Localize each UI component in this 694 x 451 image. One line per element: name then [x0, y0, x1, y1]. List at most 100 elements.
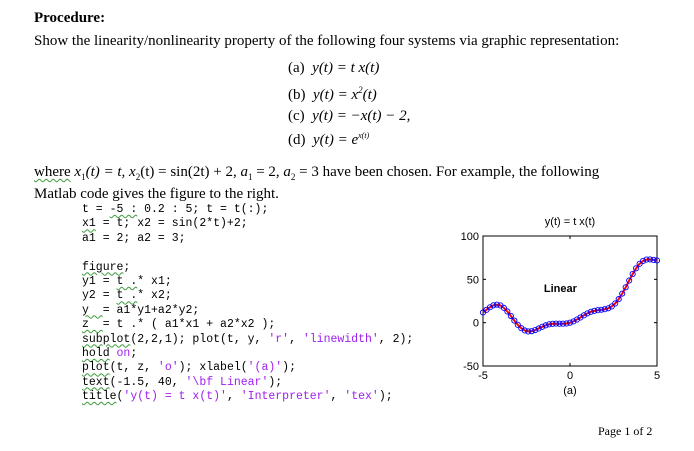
data-point-z [549, 320, 556, 327]
code-token: (-1.5, 40, [109, 375, 186, 389]
code-token: , [226, 390, 241, 404]
code-string: '\bf Linear' [185, 375, 269, 389]
code-token: y2 = [82, 289, 117, 303]
data-point-z [584, 310, 591, 317]
procedure-heading: Procedure: [34, 10, 106, 26]
data-point-z [587, 308, 594, 315]
data-point-z [532, 326, 539, 334]
where-line: where x1(t) = t, x2(t) = sin(2t) + 2, a1… [34, 164, 600, 182]
data-point-z [566, 319, 574, 326]
equation-d: (d) y(t) = ex(t) [288, 131, 370, 148]
code-token: , [289, 332, 303, 346]
data-point-z [612, 300, 619, 307]
data-point-z [504, 308, 511, 315]
data-point-z [598, 306, 605, 313]
data-point-z [650, 256, 657, 263]
data-point-z [500, 304, 507, 311]
code-token: x1 [82, 217, 96, 231]
code-token: -5 : [109, 203, 138, 216]
code-string: '(a)' [247, 361, 283, 375]
x-axis-label: (a) [563, 385, 576, 397]
code-line: title('y(t) = t x(t)', 'Interpreter', 't… [82, 390, 413, 404]
data-point-z [633, 265, 640, 272]
code-token: plot [82, 361, 110, 375]
data-point-z [626, 277, 633, 284]
matlab-intro: Matlab code gives the figure to the righ… [34, 186, 279, 202]
code-line: x1 = t; x2 = sin(2*t)+2; [82, 217, 413, 231]
code-token: , [330, 390, 345, 404]
code-token: hold [82, 346, 110, 360]
code-line: figure; [82, 261, 413, 275]
code-string: 'y(t) = t x(t)' [123, 390, 227, 404]
matlab-code-block: t = -5 : 0.2 : 5; t = t(:); x1 = t; x2 = … [82, 203, 413, 404]
intro-text: Show the linearity/nonlinearity property… [34, 33, 620, 49]
code-string: on [116, 346, 131, 360]
code-token: t . [116, 289, 138, 303]
code-string: 'Interpreter' [240, 390, 331, 404]
data-point-z [493, 301, 500, 308]
data-point-z [646, 256, 654, 263]
data-point-z [490, 302, 497, 309]
code-line: y1 = t .* x1; [82, 275, 413, 289]
code-line: y2 = t .* x2; [82, 289, 413, 303]
code-token: t . [116, 274, 138, 288]
data-point-z [594, 307, 601, 314]
code-line: t = -5 : 0.2 : 5; t = t(:); [82, 203, 413, 217]
code-line [82, 246, 413, 260]
code-token: ; [123, 260, 131, 274]
x-tick-label: 0 [567, 370, 573, 382]
data-point-z [556, 320, 563, 327]
y-tick-label: 0 [473, 318, 479, 330]
code-token: (2,2,1); plot(t, y, [130, 332, 269, 346]
data-point-z [640, 257, 647, 265]
code-token: ); [282, 361, 296, 375]
equation-b: (b) y(t) = x2(t) [288, 85, 377, 103]
code-token: = t; x2 = sin(2*t)+2; [95, 217, 248, 231]
equation-c: (c) y(t) = −x(t) − 2, [288, 108, 411, 124]
data-point-z [608, 303, 615, 310]
data-point-z [553, 320, 560, 327]
code-token: subplot [82, 332, 131, 346]
code-token: z [82, 318, 103, 332]
data-point-z [643, 256, 650, 263]
code-token: ; [130, 346, 138, 360]
code-string: 'tex' [344, 390, 379, 404]
data-point-z [622, 284, 629, 291]
data-point-z [486, 304, 494, 311]
data-point-z [591, 307, 598, 314]
data-point-z [546, 321, 553, 328]
data-point-z [539, 323, 546, 330]
code-token [110, 347, 117, 360]
code-line: subplot(2,2,1); plot(t, y, 'r', 'linewid… [82, 333, 413, 347]
y-tick-label: -50 [463, 361, 479, 373]
code-token: ); [378, 390, 393, 404]
code-line: hold on; [82, 347, 413, 361]
code-token: (t, z, [109, 361, 158, 375]
chart-title: y(t) = t x(t) [545, 216, 595, 228]
page-number: Page 1 of 2 [598, 424, 653, 438]
code-token: * x2; [137, 289, 172, 303]
code-token: = t .* ( a1*x1 + a2*x2 ); [102, 318, 276, 332]
data-point-z [570, 318, 577, 325]
code-token: * x1; [137, 274, 172, 288]
code-line: text(-1.5, 40, '\bf Linear'); [82, 376, 413, 390]
data-point-z [542, 322, 549, 329]
code-token: a1 = 2; a2 = 3; [82, 231, 186, 245]
data-point-z [514, 321, 521, 328]
code-string: 'o' [157, 361, 179, 375]
code-token: 0.2 : 5; t = t(:); [137, 203, 269, 216]
plot-axes-box [482, 235, 658, 367]
code-token: ( [116, 390, 124, 404]
annotation-linear: Linear [544, 283, 578, 295]
code-line: z = t .* ( a1*x1 + a2*x2 ); [82, 318, 413, 332]
data-point-z [629, 270, 636, 278]
code-token: figure [82, 260, 124, 274]
code-line: y = a1*y1+a2*y2; [82, 304, 413, 318]
code-token: , 2); [378, 332, 414, 346]
code-token: t = [82, 203, 110, 216]
data-point-z [559, 320, 567, 327]
code-token: ); [268, 375, 283, 389]
equation-a: (a) y(t) = t x(t) [288, 60, 380, 76]
y-tick-label: 100 [461, 231, 479, 243]
